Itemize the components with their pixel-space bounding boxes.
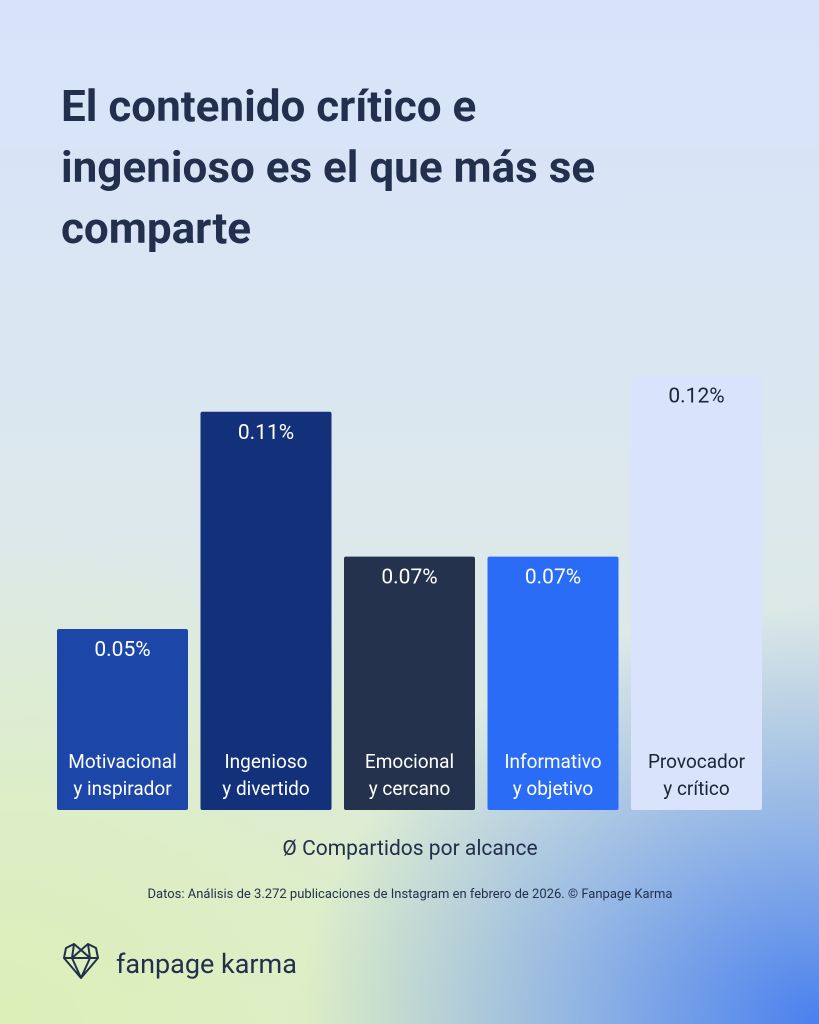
x-tick-label: y inspirador (73, 777, 172, 800)
value-label: 0.07% (525, 566, 581, 590)
brand-logo (63, 943, 99, 979)
x-tick-label: y divertido (222, 777, 310, 800)
x-tick-label: Motivacional (68, 750, 177, 773)
x-tick-label: y objetivo (513, 777, 594, 800)
bar (200, 411, 332, 810)
bar (631, 375, 762, 810)
bar (344, 556, 475, 810)
bar (57, 629, 188, 810)
value-label: 0.12% (668, 385, 724, 409)
x-tick-label: y crítico (663, 777, 729, 800)
value-label: 0.11% (238, 421, 294, 445)
x-tick-label: Informativo (504, 750, 601, 773)
chart-title: El contenido crítico e ingenioso es el q… (61, 80, 596, 254)
bar (487, 556, 619, 810)
x-tick-label: Provocador (648, 750, 746, 773)
brand-name: fanpage karma (116, 948, 297, 980)
x-axis-label: Ø Compartidos por alcance (282, 837, 537, 861)
x-tick-label: Ingenioso (225, 750, 308, 773)
x-tick-label: y cercano (369, 777, 451, 800)
x-tick-label: Emocional (365, 750, 454, 773)
value-label: 0.07% (381, 566, 437, 590)
source-note: Datos: Análisis de 3.272 publicaciones d… (148, 887, 673, 902)
value-label: 0.05% (94, 638, 150, 662)
